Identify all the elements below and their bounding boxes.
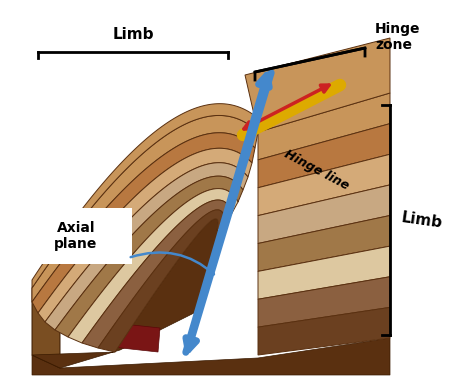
Polygon shape xyxy=(32,115,258,302)
Polygon shape xyxy=(82,200,232,348)
Polygon shape xyxy=(32,133,255,313)
Text: Hinge line: Hinge line xyxy=(282,148,351,193)
Text: Hinge
zone: Hinge zone xyxy=(375,22,420,52)
Polygon shape xyxy=(45,163,248,330)
Polygon shape xyxy=(32,104,260,288)
FancyBboxPatch shape xyxy=(20,208,132,264)
Polygon shape xyxy=(258,185,390,244)
Polygon shape xyxy=(258,93,390,160)
Polygon shape xyxy=(68,188,238,343)
Polygon shape xyxy=(32,219,225,368)
Polygon shape xyxy=(38,148,252,322)
Polygon shape xyxy=(245,38,390,132)
Polygon shape xyxy=(258,308,390,355)
Polygon shape xyxy=(258,277,390,327)
Polygon shape xyxy=(258,124,390,188)
Polygon shape xyxy=(32,338,390,375)
Polygon shape xyxy=(258,246,390,299)
Polygon shape xyxy=(32,288,60,368)
Polygon shape xyxy=(55,176,243,337)
Polygon shape xyxy=(98,210,225,352)
Polygon shape xyxy=(258,216,390,272)
Polygon shape xyxy=(258,154,390,216)
Text: Limb: Limb xyxy=(400,210,443,230)
Text: Limb: Limb xyxy=(112,27,154,42)
Text: Axial
plane: Axial plane xyxy=(55,221,98,251)
Polygon shape xyxy=(103,322,160,352)
